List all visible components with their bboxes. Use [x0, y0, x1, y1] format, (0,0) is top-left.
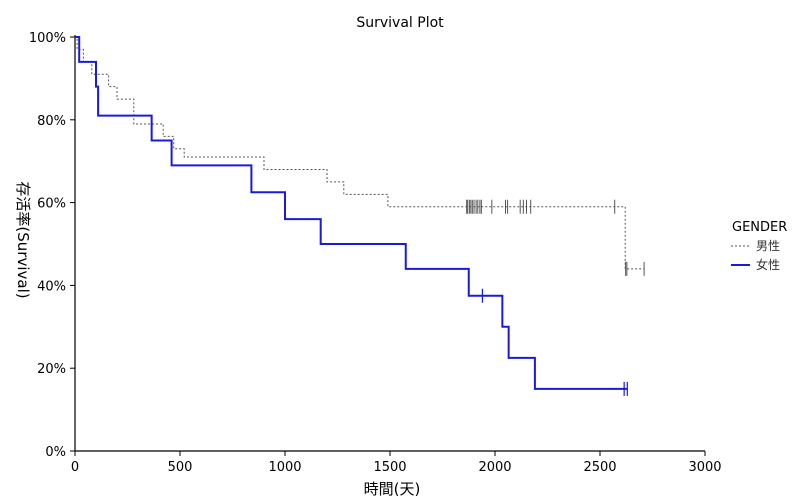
y-tick-label: 40% [37, 279, 66, 294]
survival-curve [75, 36, 645, 270]
legend-label-female: 女性 [756, 257, 780, 272]
legend-label-male: 男性 [756, 239, 780, 253]
x-tick-label: 0 [71, 460, 79, 475]
chart-title: Survival Plot [356, 15, 444, 31]
series-male [75, 36, 645, 276]
survival-curve [75, 36, 628, 390]
x-tick-label: 1000 [268, 460, 301, 475]
y-tick-label: 100% [29, 31, 66, 46]
x-tick-label: 1500 [373, 460, 406, 475]
axes: 0 500 1000 1500 2000 2500 3000 0% 20% 40% 60% 80% 10… [29, 31, 722, 475]
y-tick-label: 20% [37, 362, 66, 377]
x-axis-title: 時間(天) [364, 480, 421, 498]
legend: GENDER 男性 女性 [731, 220, 787, 272]
x-tick-label: 3000 [688, 460, 721, 475]
y-tick-label: 80% [37, 114, 66, 129]
series-layer [75, 36, 645, 396]
x-tick-label: 2500 [583, 460, 616, 475]
y-tick-label: 0% [45, 445, 66, 460]
y-axis-title: 存活率(Survival) [14, 181, 32, 298]
series-female [75, 36, 628, 396]
legend-title: GENDER [732, 220, 787, 235]
x-tick-label: 2000 [478, 460, 511, 475]
y-tick-label: 60% [37, 197, 66, 212]
x-tick-label: 500 [168, 460, 193, 475]
